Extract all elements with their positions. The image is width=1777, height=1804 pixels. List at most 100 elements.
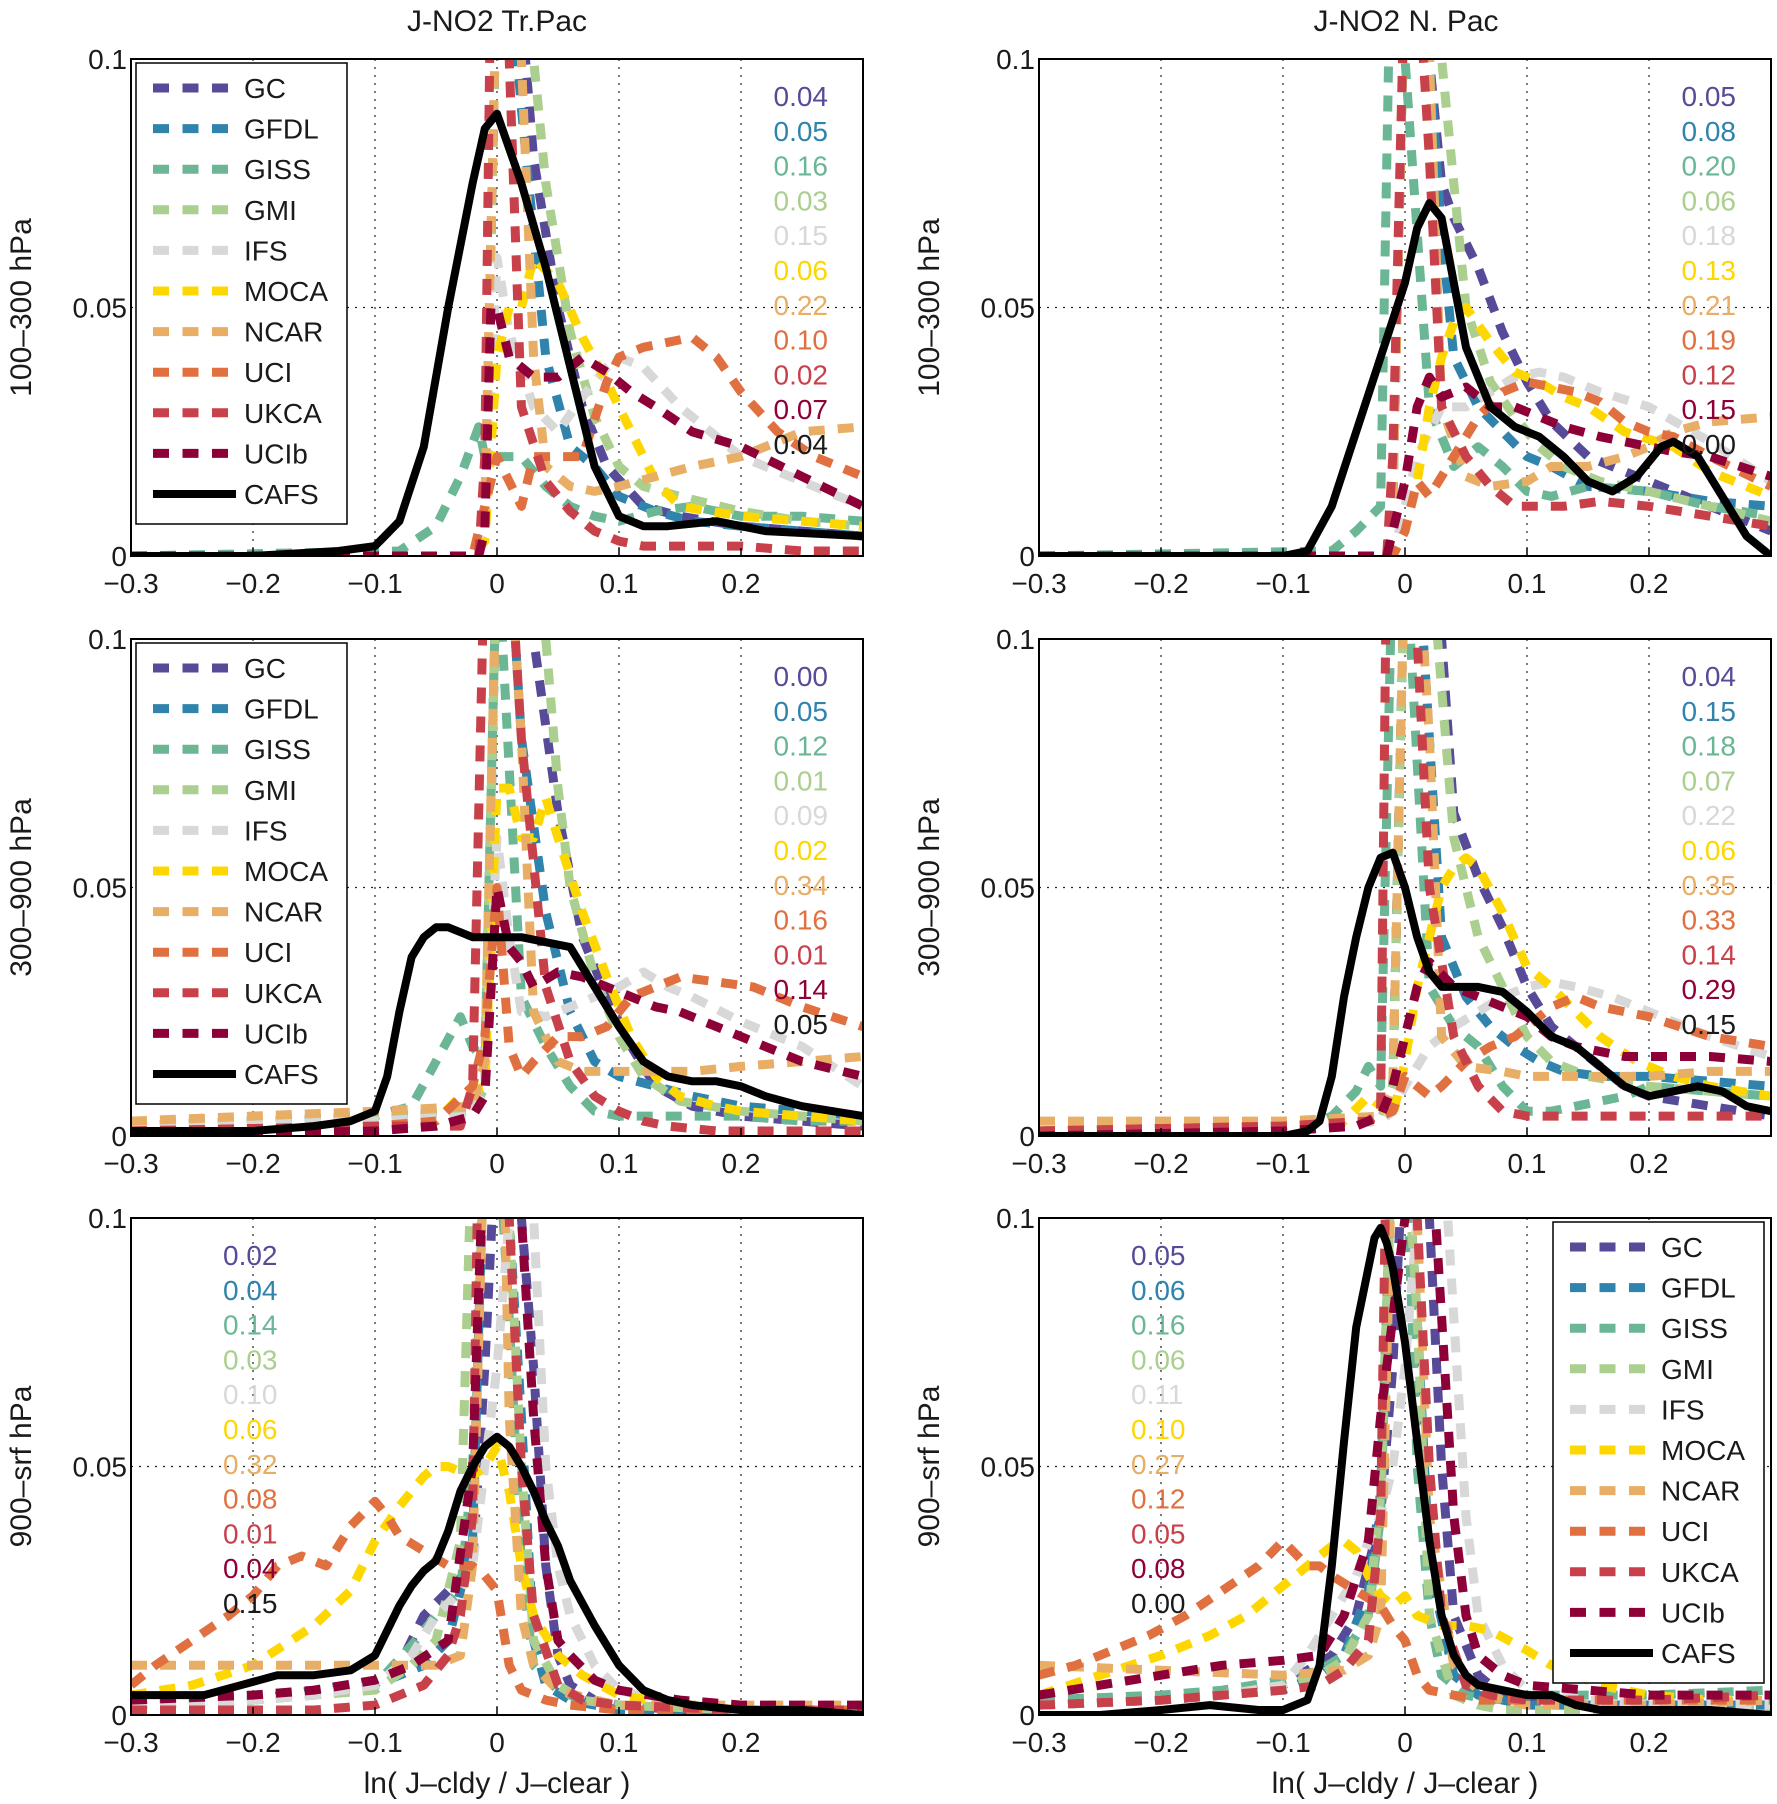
- annotation-value-gc: 0.00: [774, 661, 829, 692]
- legend-label: CAFS: [1661, 1638, 1736, 1669]
- annotation-value-ifs: 0.22: [1682, 800, 1737, 831]
- annotation-value-ifs: 0.18: [1682, 220, 1737, 251]
- annotation-value-gc: 0.02: [223, 1240, 278, 1271]
- x-tick-label: 0: [489, 568, 505, 599]
- legend-label: GFDL: [244, 694, 319, 725]
- x-tick-label: 0.1: [600, 1727, 639, 1758]
- series-line-ukca: [131, 59, 863, 556]
- annotation-value-cafs: 0.15: [1682, 1009, 1737, 1040]
- legend-item-gfdl: GFDL: [153, 694, 319, 725]
- y-tick-label: 0.1: [996, 624, 1035, 655]
- x-tick-label: 0.1: [1508, 1148, 1547, 1179]
- annotation-value-giss: 0.14: [223, 1310, 278, 1341]
- y-tick-label: 0.1: [996, 44, 1035, 75]
- y-axis-label: 900–srf hPa: [913, 1385, 946, 1547]
- x-tick-label: 0.1: [1508, 568, 1547, 599]
- legend-item-cafs: CAFS: [153, 479, 319, 510]
- x-tick-label: 0: [1397, 1148, 1413, 1179]
- annotation-value-gmi: 0.01: [774, 765, 829, 796]
- series-line-uci: [131, 1496, 863, 1715]
- annotation-value-ifs: 0.10: [223, 1379, 278, 1410]
- annotation-value-gmi: 0.07: [1682, 765, 1737, 796]
- x-tick-label: 0: [489, 1727, 505, 1758]
- series-line-ifs: [131, 253, 863, 556]
- legend-label: GC: [244, 73, 286, 104]
- y-tick-label: 0.05: [73, 873, 128, 904]
- y-tick-label: 0: [1019, 541, 1035, 572]
- y-axis-label: 300–900 hPa: [5, 798, 38, 977]
- annotation-value-gc: 0.05: [1131, 1240, 1186, 1271]
- legend-label: GMI: [244, 195, 297, 226]
- annotation-value-ncar: 0.34: [774, 870, 829, 901]
- legend-item-ncar: NCAR: [1570, 1476, 1740, 1507]
- annotation-value-ukca: 0.02: [774, 359, 829, 390]
- y-tick-label: 0: [1019, 1700, 1035, 1731]
- series-line-moca: [131, 783, 863, 1136]
- series-line-uci: [1039, 377, 1771, 556]
- annotation-value-ifs: 0.09: [774, 800, 829, 831]
- annotation-value-uci: 0.10: [774, 325, 829, 356]
- y-tick-label: 0.05: [981, 1452, 1036, 1483]
- legend-item-gmi: GMI: [1570, 1354, 1714, 1385]
- annotation-value-uci: 0.33: [1682, 905, 1737, 936]
- series-group: [131, 639, 863, 1136]
- x-tick-label: −0.2: [1133, 1148, 1188, 1179]
- legend-label: MOCA: [244, 856, 328, 887]
- x-tick-label: −0.3: [103, 568, 158, 599]
- series-line-ncar: [131, 639, 863, 1126]
- column-title-n-pac: J-NO2 N. Pac: [1313, 5, 1498, 38]
- panel-3: −0.3 −0.2 −0.1 0 0.1 0.2 0 0.05 0.1 300–900 hPa 0.…: [5, 624, 864, 1179]
- y-axis-label: 100–300 hPa: [913, 218, 946, 397]
- annotation-value-ucib: 0.15: [1682, 394, 1737, 425]
- x-tick-label: −0.1: [347, 1148, 402, 1179]
- annotation-value-ukca: 0.05: [1131, 1518, 1186, 1549]
- y-tick-label: 0: [1019, 1121, 1035, 1152]
- x-tick-label: −0.1: [1255, 1727, 1310, 1758]
- annotation-value-gmi: 0.03: [223, 1344, 278, 1375]
- x-axis-label: ln( J–cldy / J–clear ): [1272, 1767, 1539, 1800]
- annotation-value-ukca: 0.12: [1682, 359, 1737, 390]
- x-tick-label: −0.3: [1011, 1148, 1066, 1179]
- legend-label: GISS: [244, 154, 311, 185]
- legend-item-gfdl: GFDL: [153, 114, 319, 145]
- annotation-value-cafs: 0.15: [223, 1588, 278, 1619]
- legend-item-ifs: IFS: [153, 235, 288, 266]
- legend-label: GC: [1661, 1232, 1703, 1263]
- x-tick-label: 0.1: [600, 1148, 639, 1179]
- x-tick-label: −0.2: [225, 1727, 280, 1758]
- x-tick-label: 0.1: [1508, 1727, 1547, 1758]
- annotation-value-gc: 0.04: [774, 81, 829, 112]
- series-line-cafs: [131, 1432, 863, 1715]
- y-tick-label: 0.1: [88, 1203, 127, 1234]
- series-line-ncar: [1039, 1218, 1771, 1710]
- legend-label: NCAR: [1661, 1476, 1740, 1507]
- x-tick-label: −0.1: [1255, 1148, 1310, 1179]
- x-tick-label: 0: [1397, 1727, 1413, 1758]
- legend-item-ucib: UCIb: [153, 1018, 308, 1049]
- annotation-value-gfdl: 0.05: [774, 116, 829, 147]
- x-tick-label: 0.2: [722, 1148, 761, 1179]
- annotation-value-gfdl: 0.06: [1131, 1275, 1186, 1306]
- legend-item-uci: UCI: [153, 357, 292, 388]
- panel-6: −0.3 −0.2 −0.1 0 0.1 0.2 0 0.05 0.1 900–srf hPa ln…: [913, 1203, 1772, 1800]
- annotation-value-ncar: 0.22: [774, 290, 829, 321]
- annotation-value-ucib: 0.07: [774, 394, 829, 425]
- legend-item-gc: GC: [153, 653, 286, 684]
- x-tick-label: 0.2: [1630, 1148, 1669, 1179]
- annotation-value-gfdl: 0.08: [1682, 116, 1737, 147]
- panel-1: −0.3 −0.2 −0.1 0 0.1 0.2 0 0.05 0.1 100–300 hPa 0.…: [5, 44, 864, 599]
- series-line-ifs: [131, 833, 863, 1131]
- y-tick-label: 0.05: [981, 873, 1036, 904]
- legend-item-moca: MOCA: [1570, 1435, 1745, 1466]
- annotation-value-uci: 0.16: [774, 905, 829, 936]
- legend-item-ukca: UKCA: [153, 978, 322, 1009]
- legend-label: GISS: [244, 734, 311, 765]
- annotation-value-uci: 0.12: [1131, 1484, 1186, 1515]
- annotation-value-giss: 0.12: [774, 731, 829, 762]
- series-line-ucib: [131, 303, 863, 556]
- annotation-value-ukca: 0.01: [223, 1518, 278, 1549]
- annotation-value-giss: 0.20: [1682, 151, 1737, 182]
- annotation-value-uci: 0.19: [1682, 325, 1737, 356]
